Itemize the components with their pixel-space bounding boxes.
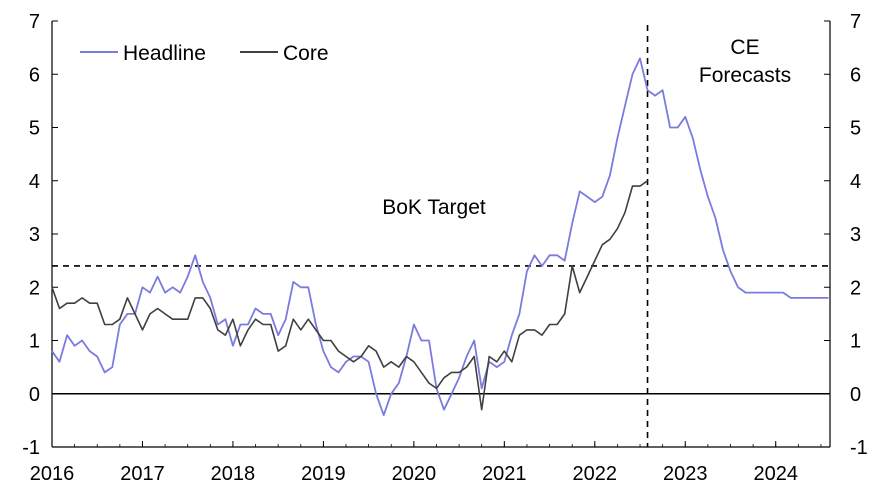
right-y-tick-label: 6: [850, 64, 861, 86]
x-tick-label: 2018: [211, 463, 256, 485]
x-tick-label: 2016: [30, 463, 75, 485]
legend-core-label: Core: [283, 42, 329, 65]
x-tick-label: 2020: [392, 463, 437, 485]
right-y-tick-label: 5: [850, 118, 861, 140]
x-tick-label: 2024: [753, 463, 798, 485]
axes: [51, 20, 831, 448]
legend: Headline Core: [80, 42, 329, 65]
bok-target-label: BoK Target: [382, 196, 486, 219]
right-y-tick-label: -1: [850, 437, 868, 459]
series-line-headline: [51, 57, 829, 417]
series-group: [51, 57, 829, 417]
left-y-tick-label: 5: [29, 118, 40, 140]
ce-forecasts-label-line1: CE: [730, 36, 759, 59]
left-y-tick-label: 2: [29, 277, 40, 299]
ce-forecasts-label-line2: Forecasts: [699, 64, 791, 87]
tick-labels: -1 -1 0 0 1 1 2 2 3 3 4 4 5 5 6 6 7 7 2016 2017 2018 2019 2020…: [22, 11, 868, 485]
right-y-tick-label: 1: [850, 331, 861, 353]
x-tick-label: 2021: [482, 463, 527, 485]
right-y-tick-label: 3: [850, 224, 861, 246]
legend-headline-label: Headline: [123, 42, 206, 65]
right-y-tick-label: 4: [850, 171, 861, 193]
right-y-tick-label: 0: [850, 384, 861, 406]
left-y-tick-label: 7: [29, 11, 40, 33]
x-tick-label: 2022: [573, 463, 618, 485]
reference-lines: [52, 25, 830, 447]
series-line-core: [51, 180, 648, 411]
left-y-tick-label: 3: [29, 224, 40, 246]
left-y-tick-label: 4: [29, 171, 40, 193]
left-y-tick-label: 1: [29, 331, 40, 353]
x-tick-label: 2019: [301, 463, 346, 485]
x-tick-label: 2017: [120, 463, 165, 485]
left-y-tick-label: 0: [29, 384, 40, 406]
right-y-tick-label: 7: [850, 11, 861, 33]
right-y-tick-label: 2: [850, 277, 861, 299]
left-y-tick-label: 6: [29, 64, 40, 86]
x-tick-label: 2023: [663, 463, 708, 485]
left-y-tick-label: -1: [22, 437, 40, 459]
